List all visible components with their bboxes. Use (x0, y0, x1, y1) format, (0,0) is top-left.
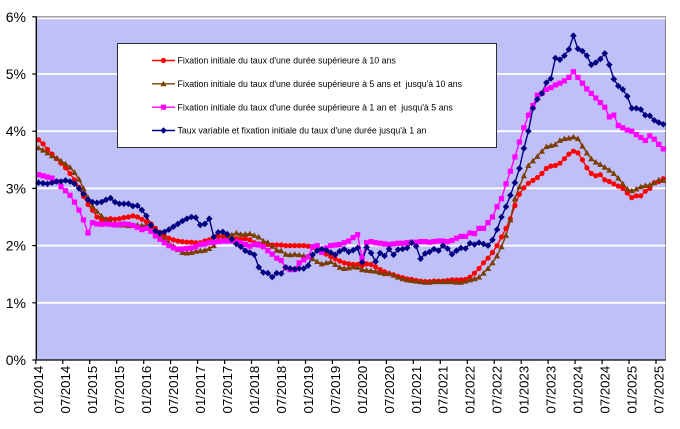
svg-text:3%: 3% (6, 180, 26, 196)
svg-text:Fixation initiale du taux d'un: Fixation initiale du taux d'une durée su… (178, 79, 463, 89)
svg-text:Fixation initiale du taux d'un: Fixation initiale du taux d'une durée su… (178, 102, 454, 112)
svg-text:0%: 0% (6, 352, 26, 368)
svg-text:07/2020: 07/2020 (382, 366, 397, 414)
svg-text:01/2025: 01/2025 (625, 366, 640, 414)
svg-text:01/2018: 01/2018 (247, 366, 262, 414)
svg-text:07/2019: 07/2019 (328, 366, 343, 414)
svg-text:07/2023: 07/2023 (544, 366, 559, 414)
svg-text:Taux variable et fixation init: Taux variable et fixation initiale du ta… (178, 126, 427, 136)
svg-text:6%: 6% (6, 9, 26, 25)
svg-text:07/2025: 07/2025 (652, 366, 667, 414)
svg-text:01/2014: 01/2014 (31, 366, 46, 414)
svg-text:01/2023: 01/2023 (517, 366, 532, 414)
svg-text:Fixation initiale du taux d'un: Fixation initiale du taux d'une durée su… (178, 56, 397, 66)
svg-text:07/2015: 07/2015 (112, 366, 127, 414)
svg-text:07/2024: 07/2024 (598, 366, 613, 414)
svg-text:01/2020: 01/2020 (355, 366, 370, 414)
svg-text:07/2017: 07/2017 (220, 366, 235, 414)
svg-text:1%: 1% (6, 295, 26, 311)
svg-text:07/2018: 07/2018 (274, 366, 289, 414)
svg-text:01/2019: 01/2019 (301, 366, 316, 414)
svg-text:07/2022: 07/2022 (490, 366, 505, 414)
svg-text:4%: 4% (6, 123, 26, 139)
svg-text:07/2021: 07/2021 (436, 366, 451, 414)
svg-text:07/2016: 07/2016 (166, 366, 181, 414)
svg-text:01/2022: 01/2022 (463, 366, 478, 414)
svg-text:07/2014: 07/2014 (58, 366, 73, 414)
svg-text:2%: 2% (6, 238, 26, 254)
svg-text:5%: 5% (6, 66, 26, 82)
svg-text:01/2021: 01/2021 (409, 366, 424, 414)
svg-text:01/2016: 01/2016 (139, 366, 154, 414)
svg-text:01/2015: 01/2015 (85, 366, 100, 414)
svg-text:01/2017: 01/2017 (193, 366, 208, 414)
svg-text:01/2024: 01/2024 (571, 366, 586, 414)
